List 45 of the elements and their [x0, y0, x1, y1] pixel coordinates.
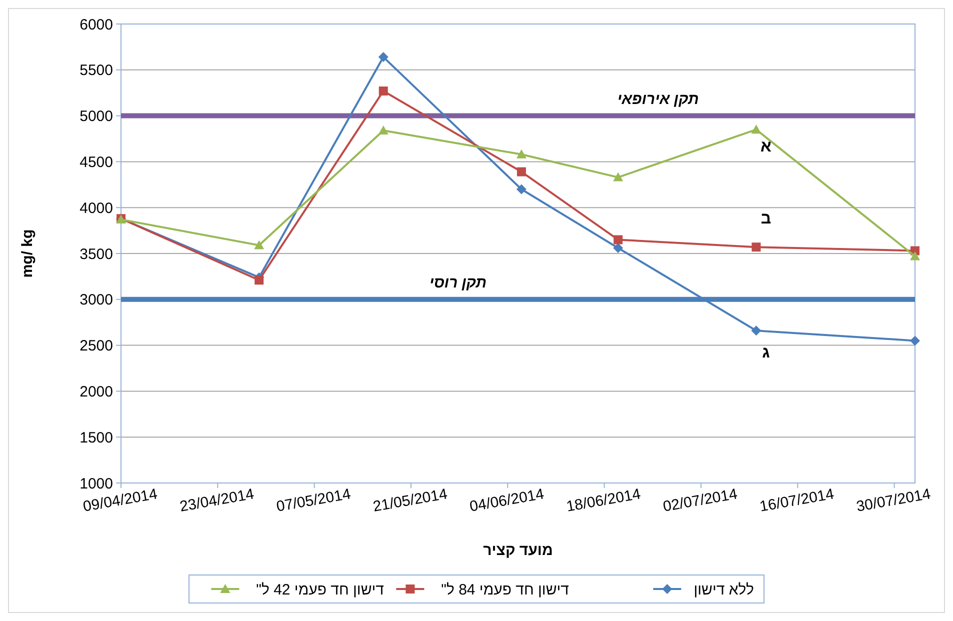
- x-tick-label: 02/07/2014: [662, 486, 739, 516]
- point: [254, 276, 264, 285]
- point: [378, 86, 388, 96]
- y-tick-label: 4000: [80, 200, 113, 217]
- ref-line-label: תקן רוסי: [429, 274, 487, 292]
- y-tick-label: 2500: [80, 338, 113, 355]
- annotation: א: [760, 138, 772, 156]
- legend-label: ללא דישון: [694, 581, 754, 598]
- x-tick-label: 30/07/2014: [855, 486, 932, 516]
- x-tick-label: 04/06/2014: [468, 486, 546, 516]
- point: [516, 149, 526, 158]
- ref-line-label: תקן אירופאי: [617, 90, 699, 108]
- legend-label: דישון חד פעמי 84 ל": [441, 581, 569, 598]
- point: [378, 52, 388, 62]
- y-tick-label: 3500: [80, 246, 113, 263]
- annotation: ב: [760, 210, 772, 228]
- x-tick-label: 23/04/2014: [178, 486, 256, 516]
- y-tick-label: 2000: [80, 383, 113, 400]
- point: [614, 235, 623, 244]
- point: [752, 242, 761, 252]
- point: [613, 242, 624, 253]
- x-tick-label: 21/05/2014: [372, 486, 449, 516]
- x-tick-label: 18/06/2014: [565, 486, 642, 516]
- legend-label: דישון חד פעמי 42 ל": [256, 581, 384, 598]
- y-tick-label: 6000: [80, 16, 113, 34]
- y-tick-label: 3000: [80, 292, 113, 309]
- point: [751, 124, 762, 134]
- x-tick-label: 07/05/2014: [275, 486, 352, 516]
- point: [910, 336, 920, 346]
- y-axis-title: mg/ kg: [19, 229, 36, 278]
- point: [910, 251, 920, 260]
- y-tick-label: 5500: [80, 62, 113, 80]
- y-tick-label: 1000: [80, 475, 113, 492]
- y-tick-label: 1500: [80, 429, 113, 446]
- point: [378, 125, 388, 134]
- y-tick-label: 4500: [80, 154, 113, 171]
- annotation: ג: [762, 344, 770, 362]
- x-axis-title: מועד קציר: [483, 542, 553, 559]
- point: [254, 240, 264, 250]
- point: [613, 172, 624, 182]
- point: [516, 167, 526, 176]
- x-tick-label: 16/07/2014: [758, 486, 836, 516]
- y-tick-label: 5000: [80, 108, 113, 126]
- point: [751, 326, 762, 336]
- point: [516, 184, 526, 194]
